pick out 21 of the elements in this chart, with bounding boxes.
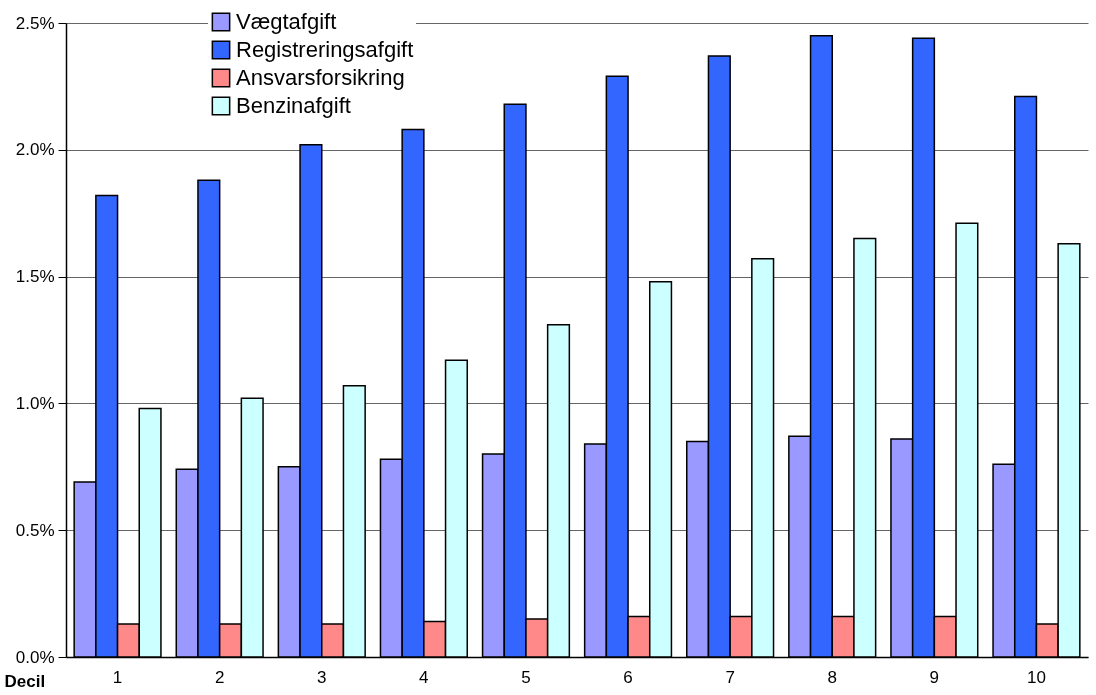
x-tick-label: 1	[112, 667, 123, 687]
legend-label: Benzinafgift	[236, 93, 351, 118]
y-tick-label: 2.5%	[15, 13, 55, 33]
x-tick-label: 10	[1026, 667, 1046, 687]
x-tick-label: 2	[214, 667, 225, 687]
x-tick-label: 9	[929, 667, 940, 687]
y-tick-label: 0.0%	[15, 647, 55, 667]
y-tick-label: 2.0%	[15, 140, 55, 160]
legend-label: Registreringsafgift	[236, 37, 414, 62]
y-tick-label: 0.5%	[15, 520, 55, 540]
x-tick-label: 8	[827, 667, 837, 687]
legend-label: Ansvarsforsikring	[236, 65, 405, 90]
x-tick-label: 7	[725, 667, 735, 687]
x-tick-label: 6	[623, 667, 633, 687]
x-tick-label: 4	[419, 667, 429, 687]
y-tick-label: 1.5%	[15, 267, 55, 287]
legend-label: Vægtafgift	[236, 9, 337, 34]
x-tick-label: 3	[317, 667, 327, 687]
x-tick-label: 5	[521, 667, 531, 687]
y-tick-label: 1.0%	[15, 393, 55, 413]
x-axis-title: Decil	[4, 671, 46, 691]
